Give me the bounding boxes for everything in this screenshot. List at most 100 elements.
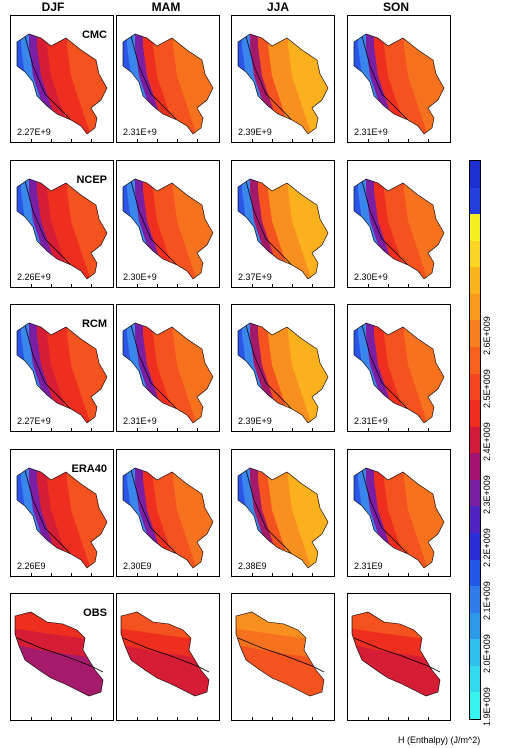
axis-tick — [388, 428, 389, 431]
axis-tick — [368, 139, 369, 142]
axis-tick — [197, 717, 198, 720]
panel-mean-value: 2.26E+9 — [17, 272, 51, 282]
map-panel-rcm-djf: RCM 2.27E+9 — [10, 304, 114, 432]
colorbar-swatch — [470, 639, 480, 666]
axis-tick — [157, 139, 158, 142]
axis-tick — [312, 284, 313, 287]
map-panel-rcm-mam: 2.31E+9 — [116, 304, 220, 432]
panel-mean-value: 2.31E+9 — [123, 127, 157, 137]
colorbar-swatch — [470, 240, 480, 268]
season-header-djf: DJF — [41, 0, 65, 14]
axis-tick — [312, 428, 313, 431]
panel-mean-value: 2.30E+9 — [123, 272, 157, 282]
axis-tick — [51, 717, 52, 720]
basin-map — [16, 322, 108, 424]
panel-mean-value: 2.37E+9 — [238, 272, 272, 282]
axis-tick — [388, 284, 389, 287]
season-header-son: SON — [382, 0, 409, 14]
basin-map — [237, 178, 329, 280]
colorbar-swatch — [470, 479, 480, 507]
axis-tick — [388, 139, 389, 142]
axis-tick — [197, 284, 198, 287]
row-label: NCEP — [76, 174, 107, 186]
basin-map — [16, 33, 108, 135]
map-panel-era40-jja: 2.38E9 — [231, 449, 335, 577]
season-header-mam: MAM — [151, 0, 181, 14]
axis-tick — [51, 428, 52, 431]
map-panel-ncep-jja: 2.37E+9 — [231, 160, 335, 288]
axis-tick — [51, 573, 52, 576]
axis-tick — [428, 428, 429, 431]
axis-tick — [292, 717, 293, 720]
colorbar-label: H (Enthalpy) (J/m^2) — [398, 735, 481, 745]
axis-tick — [31, 717, 32, 720]
map-panel-era40-son: 2.31E9 — [347, 449, 451, 577]
colorbar-swatch — [470, 320, 480, 347]
axis-tick — [252, 428, 253, 431]
map-panel-rcm-son: 2.31E+9 — [347, 304, 451, 432]
basin-map — [353, 467, 445, 569]
panel-mean-value: 2.27E+9 — [17, 127, 51, 137]
colorbar-swatch — [470, 293, 480, 321]
map-panel-cmc-jja: 2.39E+9 — [231, 15, 335, 143]
map-panel-obs-son — [347, 593, 451, 721]
map-panel-ncep-djf: NCEP 2.26E+9 — [10, 160, 114, 288]
axis-tick — [177, 428, 178, 431]
map-panel-obs-djf: OBS — [10, 593, 114, 721]
axis-tick — [428, 573, 429, 576]
axis-tick — [272, 573, 273, 576]
map-panel-era40-djf: ERA40 2.26E9 — [10, 449, 114, 577]
colorbar-swatch — [470, 506, 480, 533]
axis-tick — [312, 139, 313, 142]
axis-tick — [408, 139, 409, 142]
basin-map — [122, 467, 214, 569]
basin-map — [122, 322, 214, 424]
row-label: CMC — [81, 29, 107, 41]
colorbar-swatch — [470, 586, 480, 613]
basin-map — [237, 33, 329, 135]
axis-tick — [197, 573, 198, 576]
axis-tick — [292, 428, 293, 431]
axis-tick — [51, 139, 52, 142]
axis-tick — [252, 139, 253, 142]
basin-map — [16, 178, 108, 280]
axis-tick — [71, 139, 72, 142]
basin-map — [353, 33, 445, 135]
axis-tick — [388, 717, 389, 720]
axis-tick — [312, 573, 313, 576]
colorbar-tick-label: 2.4E+009 — [482, 422, 492, 461]
axis-tick — [408, 717, 409, 720]
axis-tick — [157, 573, 158, 576]
basin-map — [235, 611, 325, 697]
row-label: ERA40 — [71, 463, 107, 475]
axis-tick — [368, 428, 369, 431]
map-panel-cmc-son: 2.31E+9 — [347, 15, 451, 143]
axis-tick — [292, 573, 293, 576]
axis-tick — [71, 284, 72, 287]
basin-map — [120, 611, 210, 697]
axis-tick — [91, 573, 92, 576]
axis-tick — [428, 717, 429, 720]
panel-mean-value: 2.27E+9 — [17, 416, 51, 426]
colorbar-swatch — [470, 453, 480, 480]
axis-tick — [137, 573, 138, 576]
axis-tick — [292, 284, 293, 287]
axis-tick — [408, 428, 409, 431]
map-panel-ncep-mam: 2.30E+9 — [116, 160, 220, 288]
colorbar-tick-label: 2.1E+009 — [482, 581, 492, 620]
panel-mean-value: 2.26E9 — [17, 561, 46, 571]
map-panel-era40-mam: 2.30E9 — [116, 449, 220, 577]
axis-tick — [252, 284, 253, 287]
colorbar-tick-label: 2.0E+009 — [482, 634, 492, 673]
axis-tick — [368, 573, 369, 576]
panel-mean-value: 2.39E+9 — [238, 127, 272, 137]
axis-tick — [31, 139, 32, 142]
axis-tick — [272, 428, 273, 431]
panel-mean-value: 2.31E+9 — [354, 416, 388, 426]
axis-tick — [137, 717, 138, 720]
axis-tick — [137, 284, 138, 287]
axis-tick — [91, 139, 92, 142]
axis-tick — [368, 717, 369, 720]
basin-map — [237, 467, 329, 569]
basin-map — [14, 611, 104, 697]
